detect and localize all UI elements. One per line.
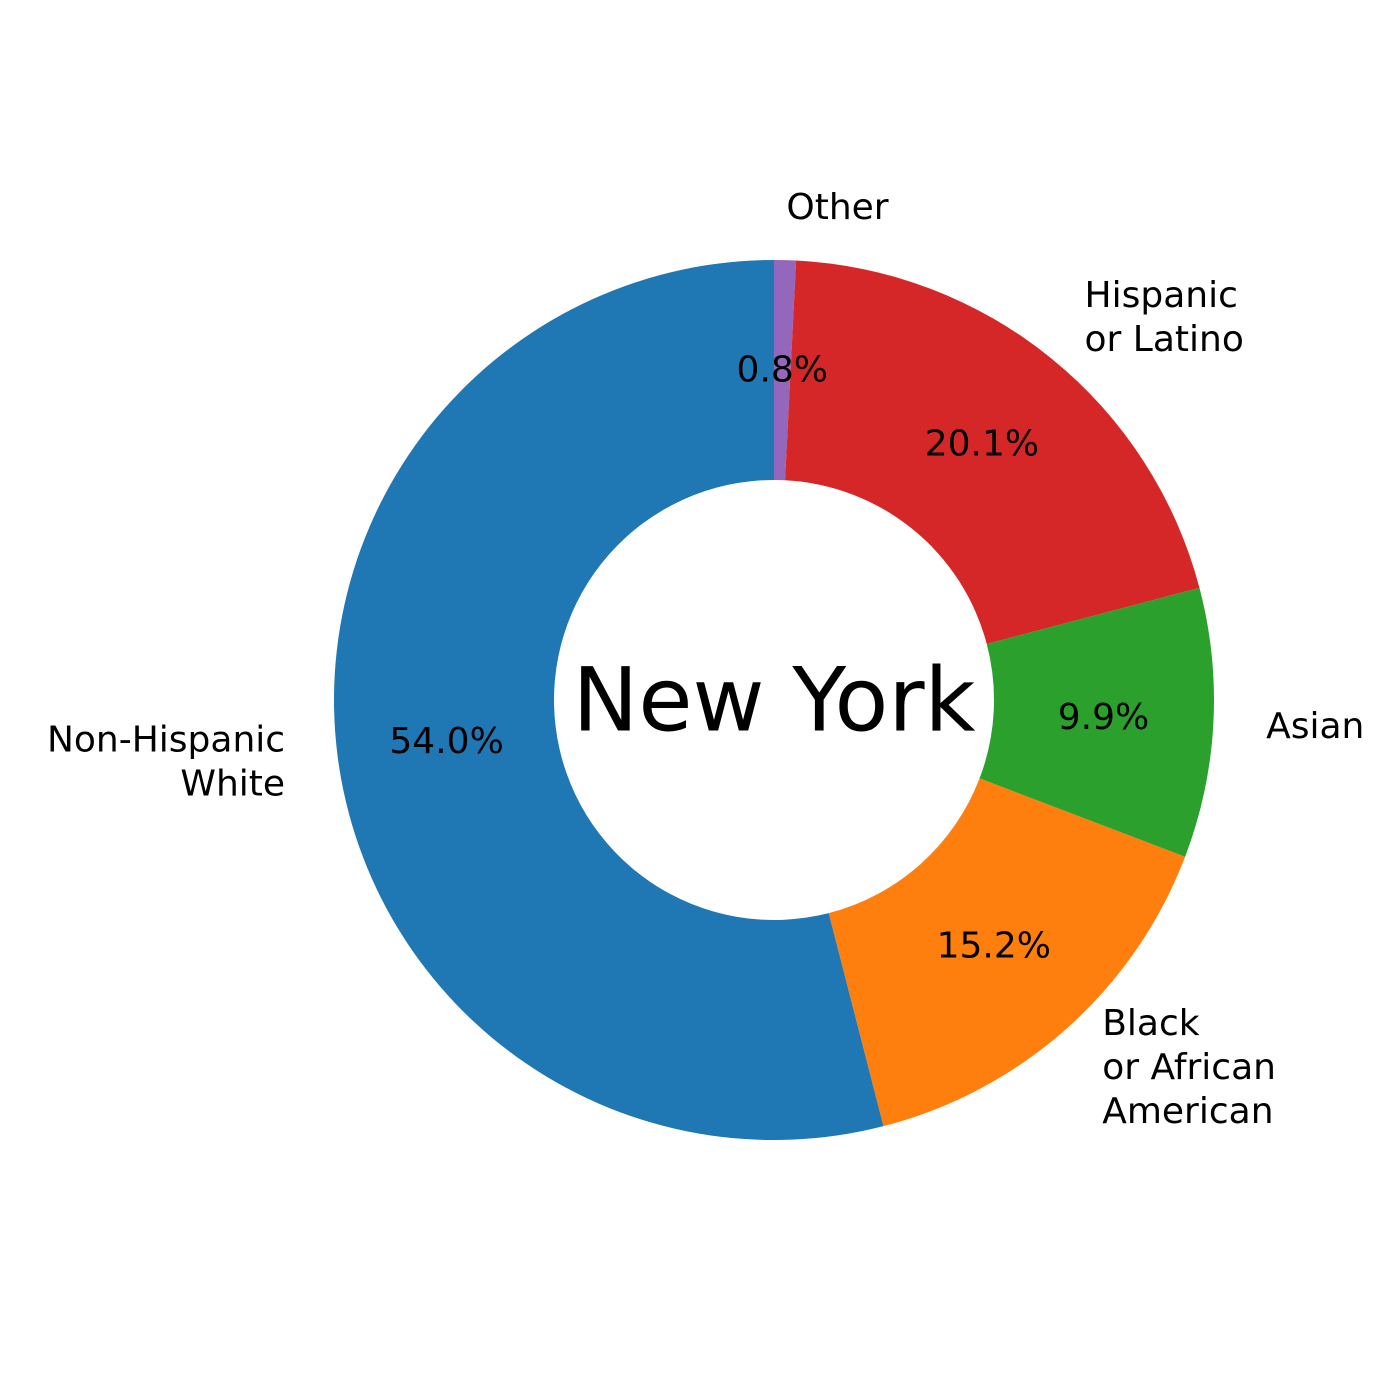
- slices-group: [334, 260, 1214, 1140]
- percent-label: 9.9%: [1058, 697, 1149, 738]
- slice-black-or-african-american: [828, 778, 1186, 1127]
- slice-name-line: Black: [1102, 1003, 1200, 1044]
- slice-asian: [979, 587, 1214, 857]
- percent-label: 54.0%: [389, 721, 503, 762]
- center-label: New York: [573, 649, 976, 752]
- percent-label: 0.8%: [737, 350, 828, 391]
- slice-name-line: American: [1102, 1091, 1273, 1132]
- slice-non-hispanic-white: [334, 260, 884, 1140]
- slice-name-line: White: [180, 763, 285, 804]
- slice-name-line: Hispanic: [1085, 275, 1238, 316]
- slice-name-label: Asian: [1266, 706, 1364, 747]
- slice-hispanic-or-latino: [785, 260, 1200, 644]
- slice-other: [774, 260, 797, 481]
- slice-name-line: or African: [1102, 1047, 1276, 1088]
- percent-label: 20.1%: [925, 423, 1039, 464]
- slice-labels-group: Other Hispanic or Latino Asian Black or Afric…: [47, 187, 1364, 1132]
- slice-name-line: Other: [786, 187, 888, 228]
- percent-labels-group: 0.8% 20.1% 9.9% 15.2% 54.0%: [389, 350, 1149, 967]
- slice-name-line: or Latino: [1085, 319, 1244, 360]
- slice-name-label: Hispanic or Latino: [1085, 275, 1244, 360]
- percent-label: 15.2%: [937, 926, 1051, 967]
- slice-name-line: Non-Hispanic: [47, 719, 285, 760]
- slice-name-label: Non-Hispanic White: [47, 719, 285, 804]
- slice-name-label: Other: [786, 187, 888, 228]
- slice-name-label: Black or African American: [1102, 1003, 1276, 1132]
- slice-name-line: Asian: [1266, 706, 1364, 747]
